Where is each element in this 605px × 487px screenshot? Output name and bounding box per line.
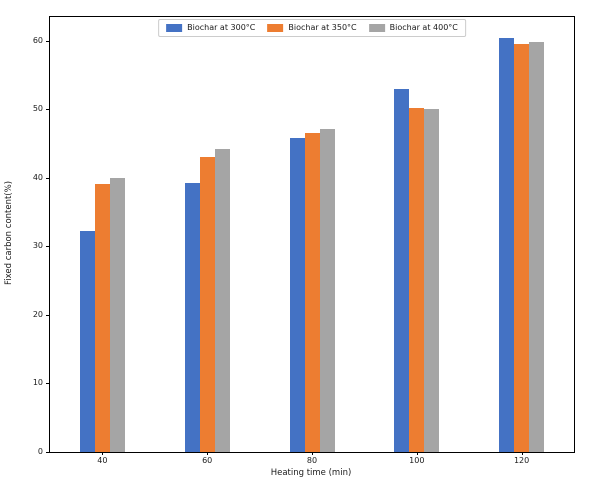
legend-label: Biochar at 350°C bbox=[288, 23, 357, 32]
y-tick-mark-40 bbox=[46, 177, 49, 179]
legend-item-biochar-at-350-c: Biochar at 350°C bbox=[267, 23, 357, 33]
x-tick-mark-100 bbox=[416, 452, 418, 455]
legend-item-biochar-at-300-c: Biochar at 300°C bbox=[166, 23, 255, 33]
bar-biochar-at-350-c-100 bbox=[409, 108, 425, 452]
bar-biochar-at-350-c-60 bbox=[199, 156, 215, 452]
y-tick-mark-10 bbox=[46, 383, 49, 385]
bar-biochar-at-300-c-100 bbox=[394, 88, 410, 452]
y-tick-mark-50 bbox=[46, 109, 49, 111]
y-tick-mark-30 bbox=[46, 246, 49, 248]
x-tick-mark-60 bbox=[207, 452, 209, 455]
legend: Biochar at 300°C Biochar at 350°C Biochar … bbox=[158, 19, 466, 37]
legend-label: Biochar at 400°C bbox=[389, 23, 458, 32]
x-tick-label-80: 80 bbox=[306, 456, 318, 465]
y-tick-label-60: 60 bbox=[32, 35, 43, 45]
bar-biochar-at-400-c-60 bbox=[214, 148, 230, 452]
y-tick-label-30: 30 bbox=[32, 241, 43, 251]
x-tick-label-120: 120 bbox=[513, 456, 530, 465]
bar-biochar-at-350-c-80 bbox=[304, 132, 320, 452]
x-axis-label: Heating time (min) bbox=[270, 468, 352, 478]
y-axis-label: Fixed carbon content(%) bbox=[4, 180, 14, 286]
bar-biochar-at-300-c-60 bbox=[184, 183, 200, 452]
legend-swatch-icon bbox=[166, 24, 183, 32]
y-tick-mark-20 bbox=[46, 314, 49, 316]
legend-swatch-icon bbox=[267, 24, 284, 32]
x-tick-mark-80 bbox=[312, 452, 313, 455]
x-tick-mark-120 bbox=[521, 452, 523, 455]
y-tick-label-10: 10 bbox=[32, 378, 43, 388]
y-tick-label-50: 50 bbox=[32, 104, 43, 114]
x-tick-mark-40 bbox=[102, 452, 104, 455]
bar-biochar-at-400-c-100 bbox=[424, 108, 440, 452]
x-tick-label-100: 100 bbox=[409, 456, 425, 465]
y-tick-label-20: 20 bbox=[32, 309, 43, 319]
bar-biochar-at-300-c-40 bbox=[79, 231, 95, 452]
bars-layer bbox=[50, 17, 574, 452]
y-tick-mark-60 bbox=[46, 40, 49, 42]
y-tick-mark-0 bbox=[46, 452, 49, 453]
bar-biochar-at-350-c-120 bbox=[514, 44, 530, 452]
y-tick-label-0: 0 bbox=[37, 447, 43, 456]
x-tick-label-40: 40 bbox=[97, 456, 108, 465]
legend-label: Biochar at 300°C bbox=[187, 23, 256, 32]
bar-biochar-at-400-c-40 bbox=[109, 177, 125, 452]
legend-item-biochar-at-400-c: Biochar at 400°C bbox=[368, 23, 458, 33]
plot-area: Biochar at 300°C Biochar at 350°C Biochar … bbox=[49, 16, 575, 453]
bar-biochar-at-300-c-120 bbox=[499, 37, 515, 452]
x-tick-label-60: 60 bbox=[202, 456, 213, 465]
bar-biochar-at-300-c-80 bbox=[289, 138, 305, 452]
bar-biochar-at-350-c-40 bbox=[94, 184, 110, 452]
y-tick-label-40: 40 bbox=[32, 172, 43, 182]
bar-biochar-at-400-c-120 bbox=[529, 42, 545, 452]
legend-swatch-icon bbox=[368, 24, 385, 32]
bar-biochar-at-400-c-80 bbox=[319, 128, 335, 452]
